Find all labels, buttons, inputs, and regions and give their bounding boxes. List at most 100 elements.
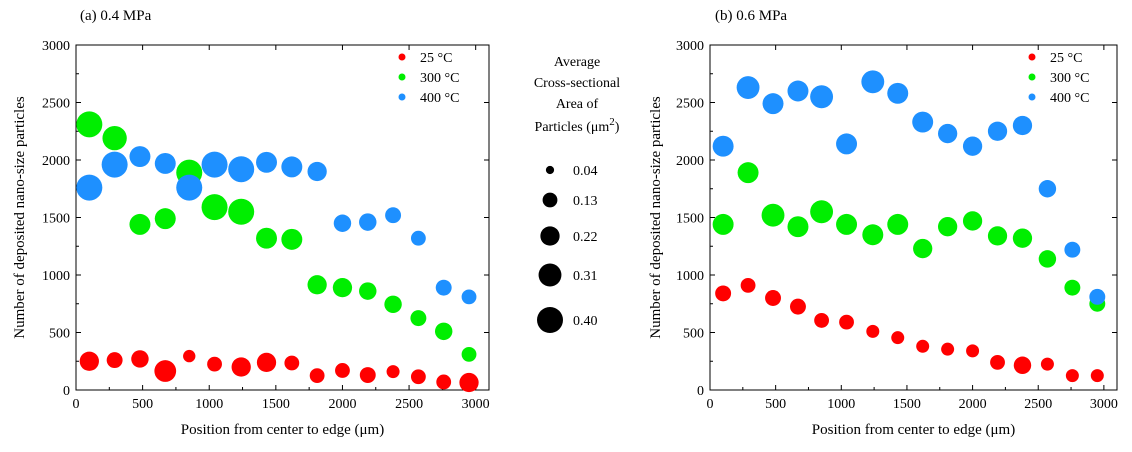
data-point (1090, 369, 1104, 383)
data-point (359, 213, 377, 231)
data-point (201, 151, 228, 178)
legend-label: 400 °C (420, 91, 459, 106)
size-legend-label: 0.22 (573, 230, 598, 245)
data-point (228, 156, 255, 183)
data-point (740, 277, 756, 293)
data-point (962, 211, 983, 231)
data-point (154, 152, 176, 174)
x-tick-label: 2000 (328, 397, 356, 412)
size-legend-title-line: Average (554, 55, 600, 70)
y-tick-label: 500 (49, 327, 70, 342)
series-legend: 25 °C 300 °C 400 °C (398, 51, 459, 106)
x-tick-label: 0 (73, 397, 80, 412)
data-point (129, 213, 151, 235)
data-point (887, 82, 909, 104)
data-point (231, 357, 251, 377)
data-point (102, 125, 127, 151)
data-point (176, 174, 203, 201)
data-point (987, 226, 1008, 246)
data-point (256, 227, 277, 249)
data-point (762, 93, 784, 115)
y-tick-label: 1000 (42, 269, 70, 284)
data-point (256, 352, 277, 373)
data-point (761, 203, 785, 227)
size-legend-label: 0.40 (573, 314, 598, 329)
data-point (814, 313, 830, 328)
data-point (765, 290, 781, 306)
legend-label: 25 °C (420, 51, 452, 66)
panel-title: (b) 0.6 MPa (715, 8, 787, 24)
size-legend-label: 0.04 (573, 164, 598, 179)
data-point (281, 228, 303, 250)
data-point (384, 295, 402, 314)
data-point (1013, 356, 1032, 374)
y-tick-label: 1500 (42, 212, 70, 227)
data-point (154, 360, 177, 382)
data-point (810, 85, 834, 109)
unit-superscript: 2 (609, 116, 615, 128)
data-point (1064, 241, 1081, 258)
series-legend: 25 °C 300 °C 400 °C (1028, 51, 1089, 106)
data-point (284, 355, 300, 371)
chart-panel-a: (a) 0.4 MPa 0 500 1000 1500 2000 2500 3000 0 500 1… (12, 8, 490, 438)
data-point (966, 344, 980, 358)
data-point (76, 174, 103, 201)
y-tick-label: 3000 (42, 39, 70, 54)
data-point (913, 238, 933, 259)
data-point (461, 289, 477, 305)
x-axis-label: Position from center to edge (μm) (812, 422, 1015, 438)
data-point (1040, 357, 1054, 371)
y-tick-label: 2500 (676, 97, 704, 112)
x-tick-label: 2500 (395, 397, 423, 412)
data-point (207, 356, 222, 372)
data-point (79, 351, 99, 371)
data-point (201, 194, 228, 221)
series-2 (76, 146, 477, 305)
x-tick-label: 500 (132, 397, 153, 412)
size-legend-label: 0.13 (573, 194, 598, 209)
data-point (891, 331, 905, 345)
data-point (309, 368, 325, 384)
series-2 (712, 70, 1106, 305)
legend-marker (1028, 93, 1036, 101)
data-point (228, 198, 255, 225)
data-point (256, 151, 277, 173)
size-legend-marker (542, 192, 558, 208)
data-point (887, 213, 909, 235)
data-point (861, 70, 885, 94)
y-tick-label: 0 (697, 384, 704, 399)
data-point (436, 374, 452, 390)
data-point (1089, 288, 1106, 305)
size-legend-marker (540, 226, 560, 246)
data-point (712, 135, 734, 157)
y-tick-label: 0 (63, 384, 70, 399)
data-point (987, 121, 1008, 141)
data-point (712, 213, 734, 235)
legend-label: 300 °C (420, 71, 459, 86)
y-tick-label: 1000 (676, 269, 704, 284)
y-tick-label: 2500 (42, 97, 70, 112)
data-point (937, 217, 958, 237)
x-tick-label: 0 (707, 397, 714, 412)
x-tick-label: 1000 (195, 397, 223, 412)
x-tick-label: 3000 (1090, 397, 1118, 412)
data-point (787, 216, 809, 238)
data-point (129, 146, 151, 168)
legend-label: 25 °C (1050, 51, 1082, 66)
chart-panel-b: (b) 0.6 MPa 0 500 1000 1500 2000 2500 3000 0 500 1… (648, 8, 1118, 438)
data-point (962, 136, 983, 156)
data-point (912, 111, 934, 133)
data-point (410, 369, 426, 385)
y-tick-label: 1500 (676, 212, 704, 227)
data-point (866, 324, 880, 338)
data-point (1064, 279, 1081, 296)
x-tick-label: 1500 (893, 397, 921, 412)
unit-suffix: ) (615, 120, 620, 135)
y-tick-label: 3000 (676, 39, 704, 54)
data-point (333, 214, 352, 232)
data-point (790, 298, 806, 315)
data-point (737, 162, 759, 184)
legend-marker (398, 73, 406, 81)
size-legend-marker (537, 307, 563, 333)
